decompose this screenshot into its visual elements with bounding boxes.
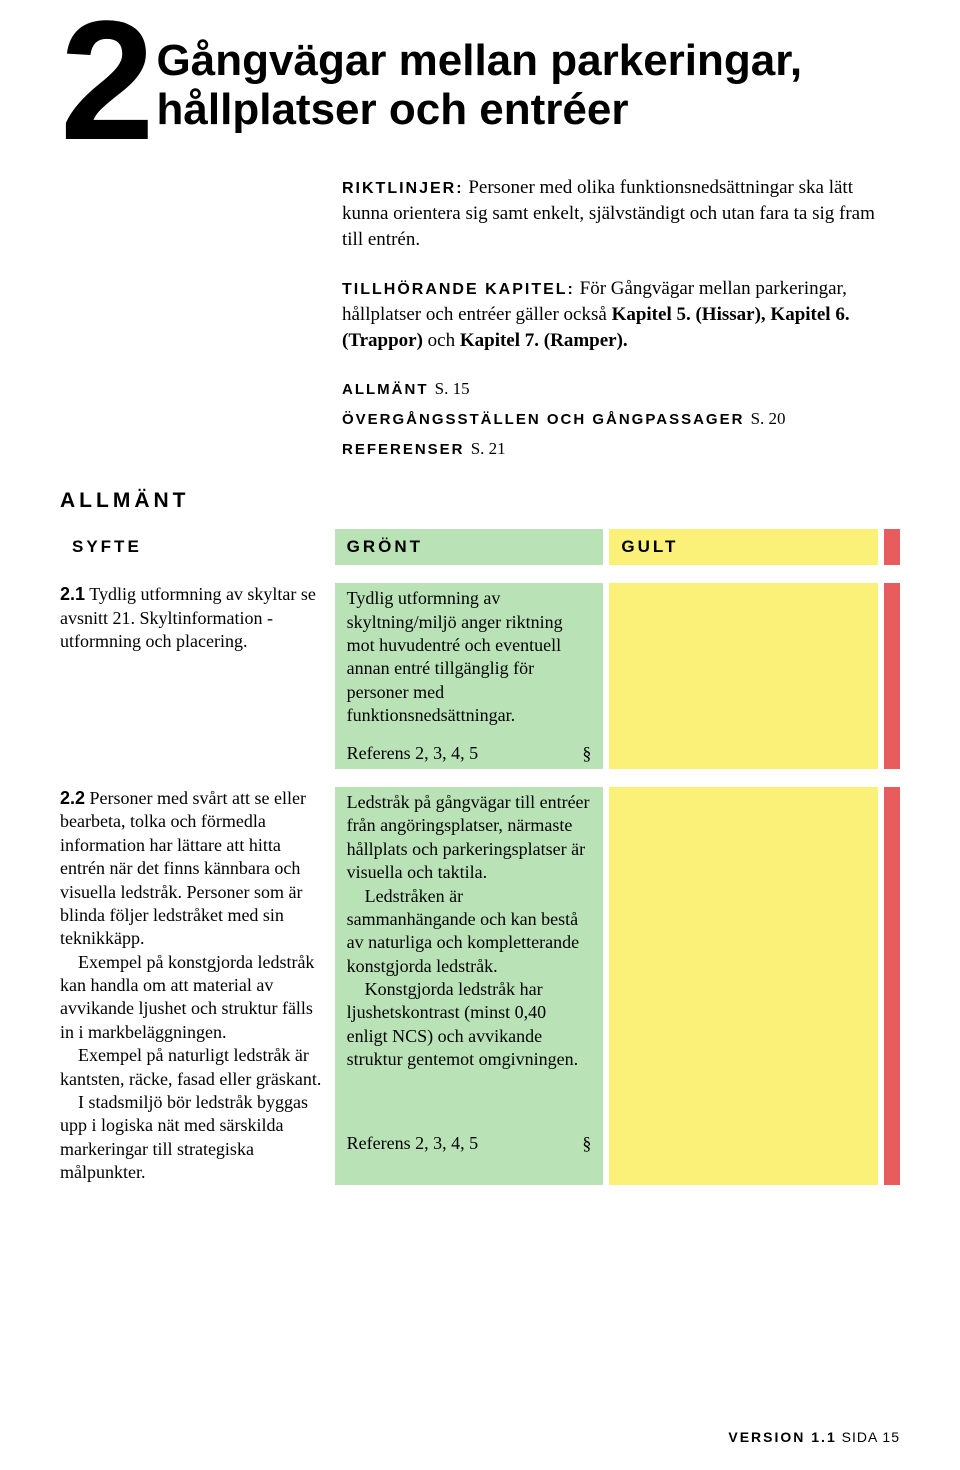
section-heading: ALLMÄNT bbox=[60, 489, 900, 513]
reference-text: Referens 2, 3, 4, 5 bbox=[347, 742, 478, 765]
header-gult: GULT bbox=[609, 529, 878, 565]
reference-line: Referens 2, 3, 4, 5 § bbox=[347, 742, 592, 765]
red-stripe bbox=[884, 787, 900, 1185]
gult-cell bbox=[609, 787, 878, 1185]
header-syfte: SYFTE bbox=[60, 529, 329, 565]
syfte-p4: I stadsmiljö bör ledstråk byggas upp i l… bbox=[60, 1091, 329, 1185]
gront-p2: Ledstråken är sammanhängande och kan bes… bbox=[347, 885, 592, 979]
gront-text: Tydlig utformning av skyltning/miljö ang… bbox=[347, 587, 592, 727]
page-number: SIDA 15 bbox=[837, 1429, 900, 1445]
gult-cell bbox=[609, 583, 878, 769]
toc-line: ALLMÄNT S. 15 bbox=[342, 379, 897, 399]
kapitel-paragraph: TILLHÖRANDE KAPITEL: För Gångvägar mella… bbox=[342, 276, 897, 353]
intro-block: RIKTLINJER: Personer med olika funktions… bbox=[342, 175, 897, 459]
reference-line: Referens 2, 3, 4, 5 § bbox=[347, 1132, 592, 1155]
syfte-number: 2.1 bbox=[60, 584, 85, 604]
header-red-stripe bbox=[884, 529, 900, 565]
toc-page: S. 20 bbox=[751, 409, 786, 428]
toc-page: S. 21 bbox=[471, 439, 506, 458]
toc-label: ALLMÄNT bbox=[342, 381, 428, 398]
syfte-text: Tydlig utformning av skyltar se avsnitt … bbox=[60, 584, 316, 651]
gront-p3: Konstgjorda ledstråk har ljushetskontras… bbox=[347, 978, 592, 1072]
content-row: 2.1 Tydlig utformning av skyltar se avsn… bbox=[60, 583, 900, 769]
red-stripe bbox=[884, 583, 900, 769]
version-label: VERSION 1.1 bbox=[728, 1429, 836, 1445]
gront-cell: Tydlig utformning av skyltning/miljö ang… bbox=[335, 583, 604, 769]
gront-cell: Ledstråk på gångvägar till entréer från … bbox=[335, 787, 604, 1185]
syfte-p1: Personer med svårt att se eller bearbeta… bbox=[60, 788, 306, 948]
riktlinjer-label: RIKTLINJER: bbox=[342, 180, 464, 197]
reference-symbol: § bbox=[582, 1132, 591, 1155]
toc-label: REFERENSER bbox=[342, 441, 465, 458]
syfte-cell: 2.1 Tydlig utformning av skyltar se avsn… bbox=[60, 583, 329, 769]
riktlinjer-paragraph: RIKTLINJER: Personer med olika funktions… bbox=[342, 175, 897, 252]
column-headers: SYFTE GRÖNT GULT bbox=[60, 529, 900, 565]
syfte-p3: Exempel på naturligt ledstråk är kantste… bbox=[60, 1044, 329, 1091]
toc-label: ÖVERGÅNGSSTÄLLEN OCH GÅNGPASSAGER bbox=[342, 411, 744, 428]
page-footer: VERSION 1.1 SIDA 15 bbox=[728, 1429, 900, 1445]
chapter-number: 2 bbox=[60, 12, 147, 151]
content-row: 2.2 Personer med svårt att se eller bear… bbox=[60, 787, 900, 1185]
kapitel-label: TILLHÖRANDE KAPITEL: bbox=[342, 281, 575, 298]
gront-p1: Ledstråk på gångvägar till entréer från … bbox=[347, 791, 592, 885]
syfte-number: 2.2 bbox=[60, 788, 85, 808]
syfte-cell: 2.2 Personer med svårt att se eller bear… bbox=[60, 787, 329, 1185]
toc-line: ÖVERGÅNGSSTÄLLEN OCH GÅNGPASSAGER S. 20 bbox=[342, 409, 897, 429]
chapter-title: Gångvägar mellan parkeringar, hållplatse… bbox=[157, 30, 900, 135]
reference-text: Referens 2, 3, 4, 5 bbox=[347, 1132, 478, 1155]
reference-symbol: § bbox=[582, 742, 591, 765]
kapitel-mid: och bbox=[423, 330, 460, 351]
chapter-header: 2 Gångvägar mellan parkeringar, hållplat… bbox=[60, 30, 900, 151]
toc-line: REFERENSER S. 21 bbox=[342, 439, 897, 459]
toc-page: S. 15 bbox=[435, 379, 470, 398]
kapitel-bold2: Kapitel 7. (Ramper). bbox=[460, 330, 628, 351]
header-gront: GRÖNT bbox=[335, 529, 604, 565]
syfte-p2: Exempel på konstgjorda ledstråk kan hand… bbox=[60, 951, 329, 1045]
